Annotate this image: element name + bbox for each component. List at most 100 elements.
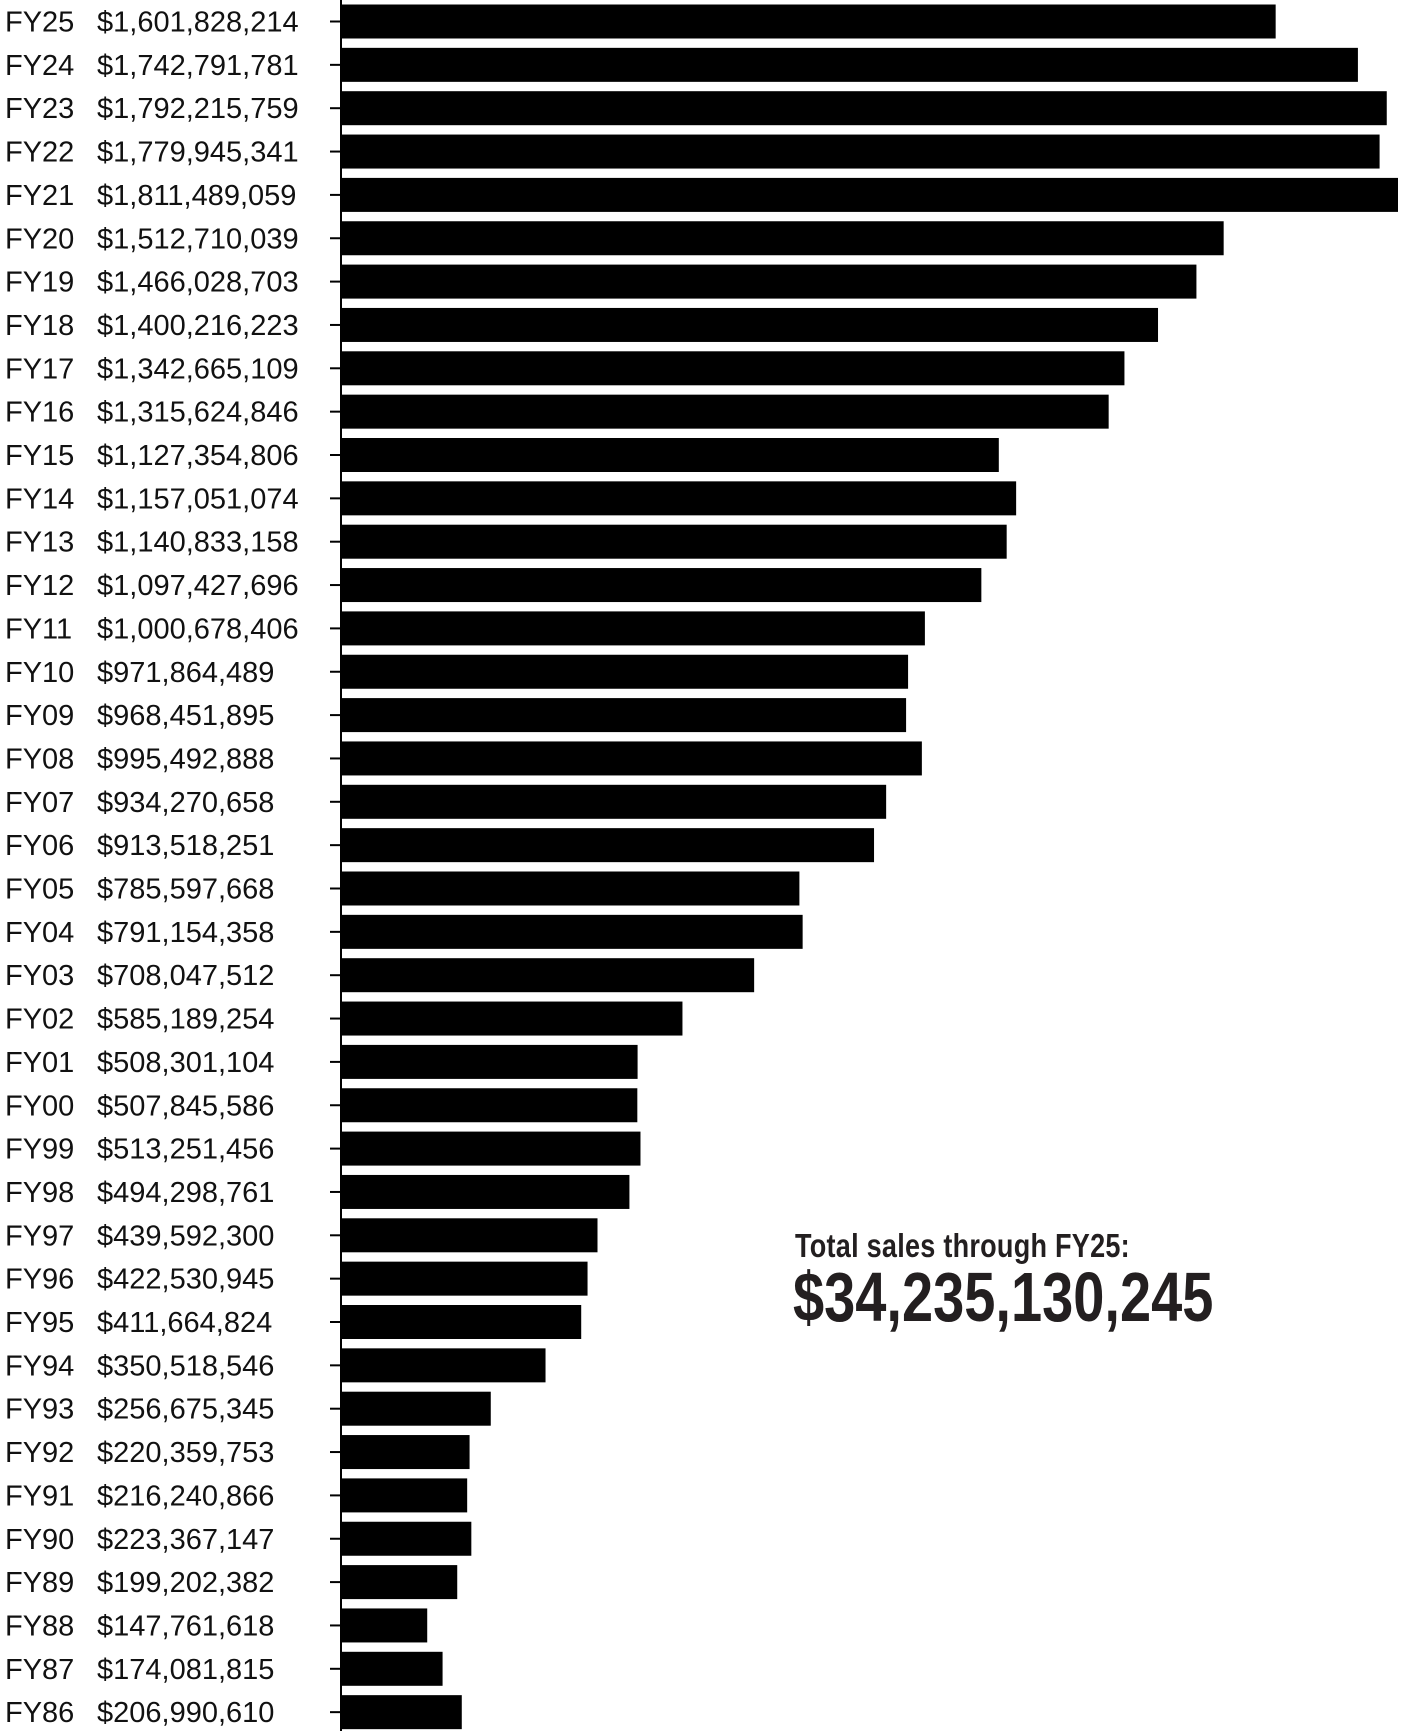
category-label: FY09 — [5, 700, 74, 732]
category-label: FY24 — [5, 50, 74, 82]
bar — [341, 1174, 630, 1209]
bar — [341, 611, 925, 646]
category-label: FY98 — [5, 1177, 74, 1209]
category-label: FY10 — [5, 657, 74, 689]
value-label: $256,675,345 — [97, 1394, 274, 1426]
category-label: FY06 — [5, 830, 74, 862]
category-label: FY18 — [5, 310, 74, 342]
value-label: $708,047,512 — [97, 960, 274, 992]
value-label: $1,400,216,223 — [97, 310, 299, 342]
bar — [341, 524, 1007, 559]
bar — [341, 1261, 588, 1296]
value-label: $1,157,051,074 — [97, 483, 299, 515]
category-label: FY89 — [5, 1567, 74, 1599]
value-label: $968,451,895 — [97, 700, 274, 732]
value-label: $995,492,888 — [97, 743, 274, 775]
bar — [341, 1001, 683, 1036]
category-label: FY16 — [5, 397, 74, 429]
category-label: FY08 — [5, 743, 74, 775]
value-label: $971,864,489 — [97, 657, 274, 689]
value-label: $422,530,945 — [97, 1264, 274, 1296]
value-label: $216,240,866 — [97, 1480, 274, 1512]
category-label: FY86 — [5, 1697, 74, 1729]
category-label: FY20 — [5, 223, 74, 255]
category-label: FY96 — [5, 1264, 74, 1296]
category-label: FY11 — [5, 613, 72, 645]
bar — [341, 1651, 443, 1686]
value-label: $439,592,300 — [97, 1220, 274, 1252]
category-label: FY15 — [5, 440, 74, 472]
value-label: $411,664,824 — [97, 1307, 272, 1339]
bar — [341, 1131, 641, 1166]
value-label: $494,298,761 — [97, 1177, 274, 1209]
bar — [341, 698, 907, 733]
bar — [341, 47, 1358, 82]
bar — [341, 221, 1224, 256]
bar — [341, 1565, 458, 1600]
bar — [341, 1044, 638, 1079]
bar — [341, 1435, 470, 1470]
category-label: FY97 — [5, 1220, 74, 1252]
category-label: FY04 — [5, 917, 74, 949]
bar — [341, 351, 1125, 386]
category-label: FY17 — [5, 353, 74, 385]
bar — [341, 4, 1276, 39]
category-label: FY13 — [5, 527, 74, 559]
bar — [341, 394, 1109, 429]
value-label: $350,518,546 — [97, 1350, 274, 1382]
bar — [341, 828, 875, 863]
bar — [341, 958, 755, 993]
value-label: $199,202,382 — [97, 1567, 274, 1599]
category-label: FY19 — [5, 267, 74, 299]
category-label: FY22 — [5, 137, 74, 169]
category-label: FY01 — [5, 1047, 74, 1079]
value-label: $513,251,456 — [97, 1134, 274, 1166]
category-label: FY21 — [5, 180, 74, 212]
value-label: $508,301,104 — [97, 1047, 274, 1079]
bar — [341, 741, 922, 776]
total-sales-label: Total sales through FY25: — [795, 1227, 1130, 1264]
bar — [341, 307, 1159, 342]
value-label: $1,792,215,759 — [97, 93, 299, 125]
value-label: $1,127,354,806 — [97, 440, 299, 472]
bar — [341, 914, 803, 949]
value-label: $1,315,624,846 — [97, 397, 299, 429]
bar — [341, 1391, 491, 1426]
bar — [341, 654, 909, 689]
value-label: $1,466,028,703 — [97, 267, 299, 299]
value-label: $1,342,665,109 — [97, 353, 299, 385]
bar — [341, 1478, 468, 1513]
value-label: $585,189,254 — [97, 1004, 274, 1036]
category-label: FY14 — [5, 483, 74, 515]
bar — [341, 1348, 546, 1383]
category-label: FY95 — [5, 1307, 74, 1339]
bar — [341, 1218, 598, 1253]
value-label: $223,367,147 — [97, 1524, 274, 1556]
category-label: FY90 — [5, 1524, 74, 1556]
bar — [341, 438, 999, 472]
category-label: FY99 — [5, 1134, 74, 1166]
value-label: $1,097,427,696 — [97, 570, 299, 602]
category-label: FY92 — [5, 1437, 74, 1469]
category-label: FY93 — [5, 1394, 74, 1426]
value-label: $206,990,610 — [97, 1697, 274, 1729]
value-label: $1,811,489,059 — [97, 180, 296, 212]
value-label: $913,518,251 — [97, 830, 274, 862]
value-label: $1,742,791,781 — [97, 50, 299, 82]
category-label: FY88 — [5, 1610, 74, 1642]
bar-rows: FY25 $1,601,828,214 FY24 $1,742,791,781 FY23… — [5, 4, 1398, 1730]
value-label: $1,140,833,158 — [97, 527, 299, 559]
value-label: $1,512,710,039 — [97, 223, 299, 255]
value-label: $507,845,586 — [97, 1090, 274, 1122]
value-label: $791,154,358 — [97, 917, 274, 949]
value-label: $1,000,678,406 — [97, 613, 299, 645]
bar — [341, 1695, 462, 1730]
category-label: FY03 — [5, 960, 74, 992]
value-label: $785,597,668 — [97, 874, 274, 906]
bar — [341, 871, 800, 906]
bar — [341, 91, 1387, 126]
category-label: FY91 — [5, 1480, 74, 1512]
value-label: $934,270,658 — [97, 787, 274, 819]
category-label: FY25 — [5, 7, 74, 39]
